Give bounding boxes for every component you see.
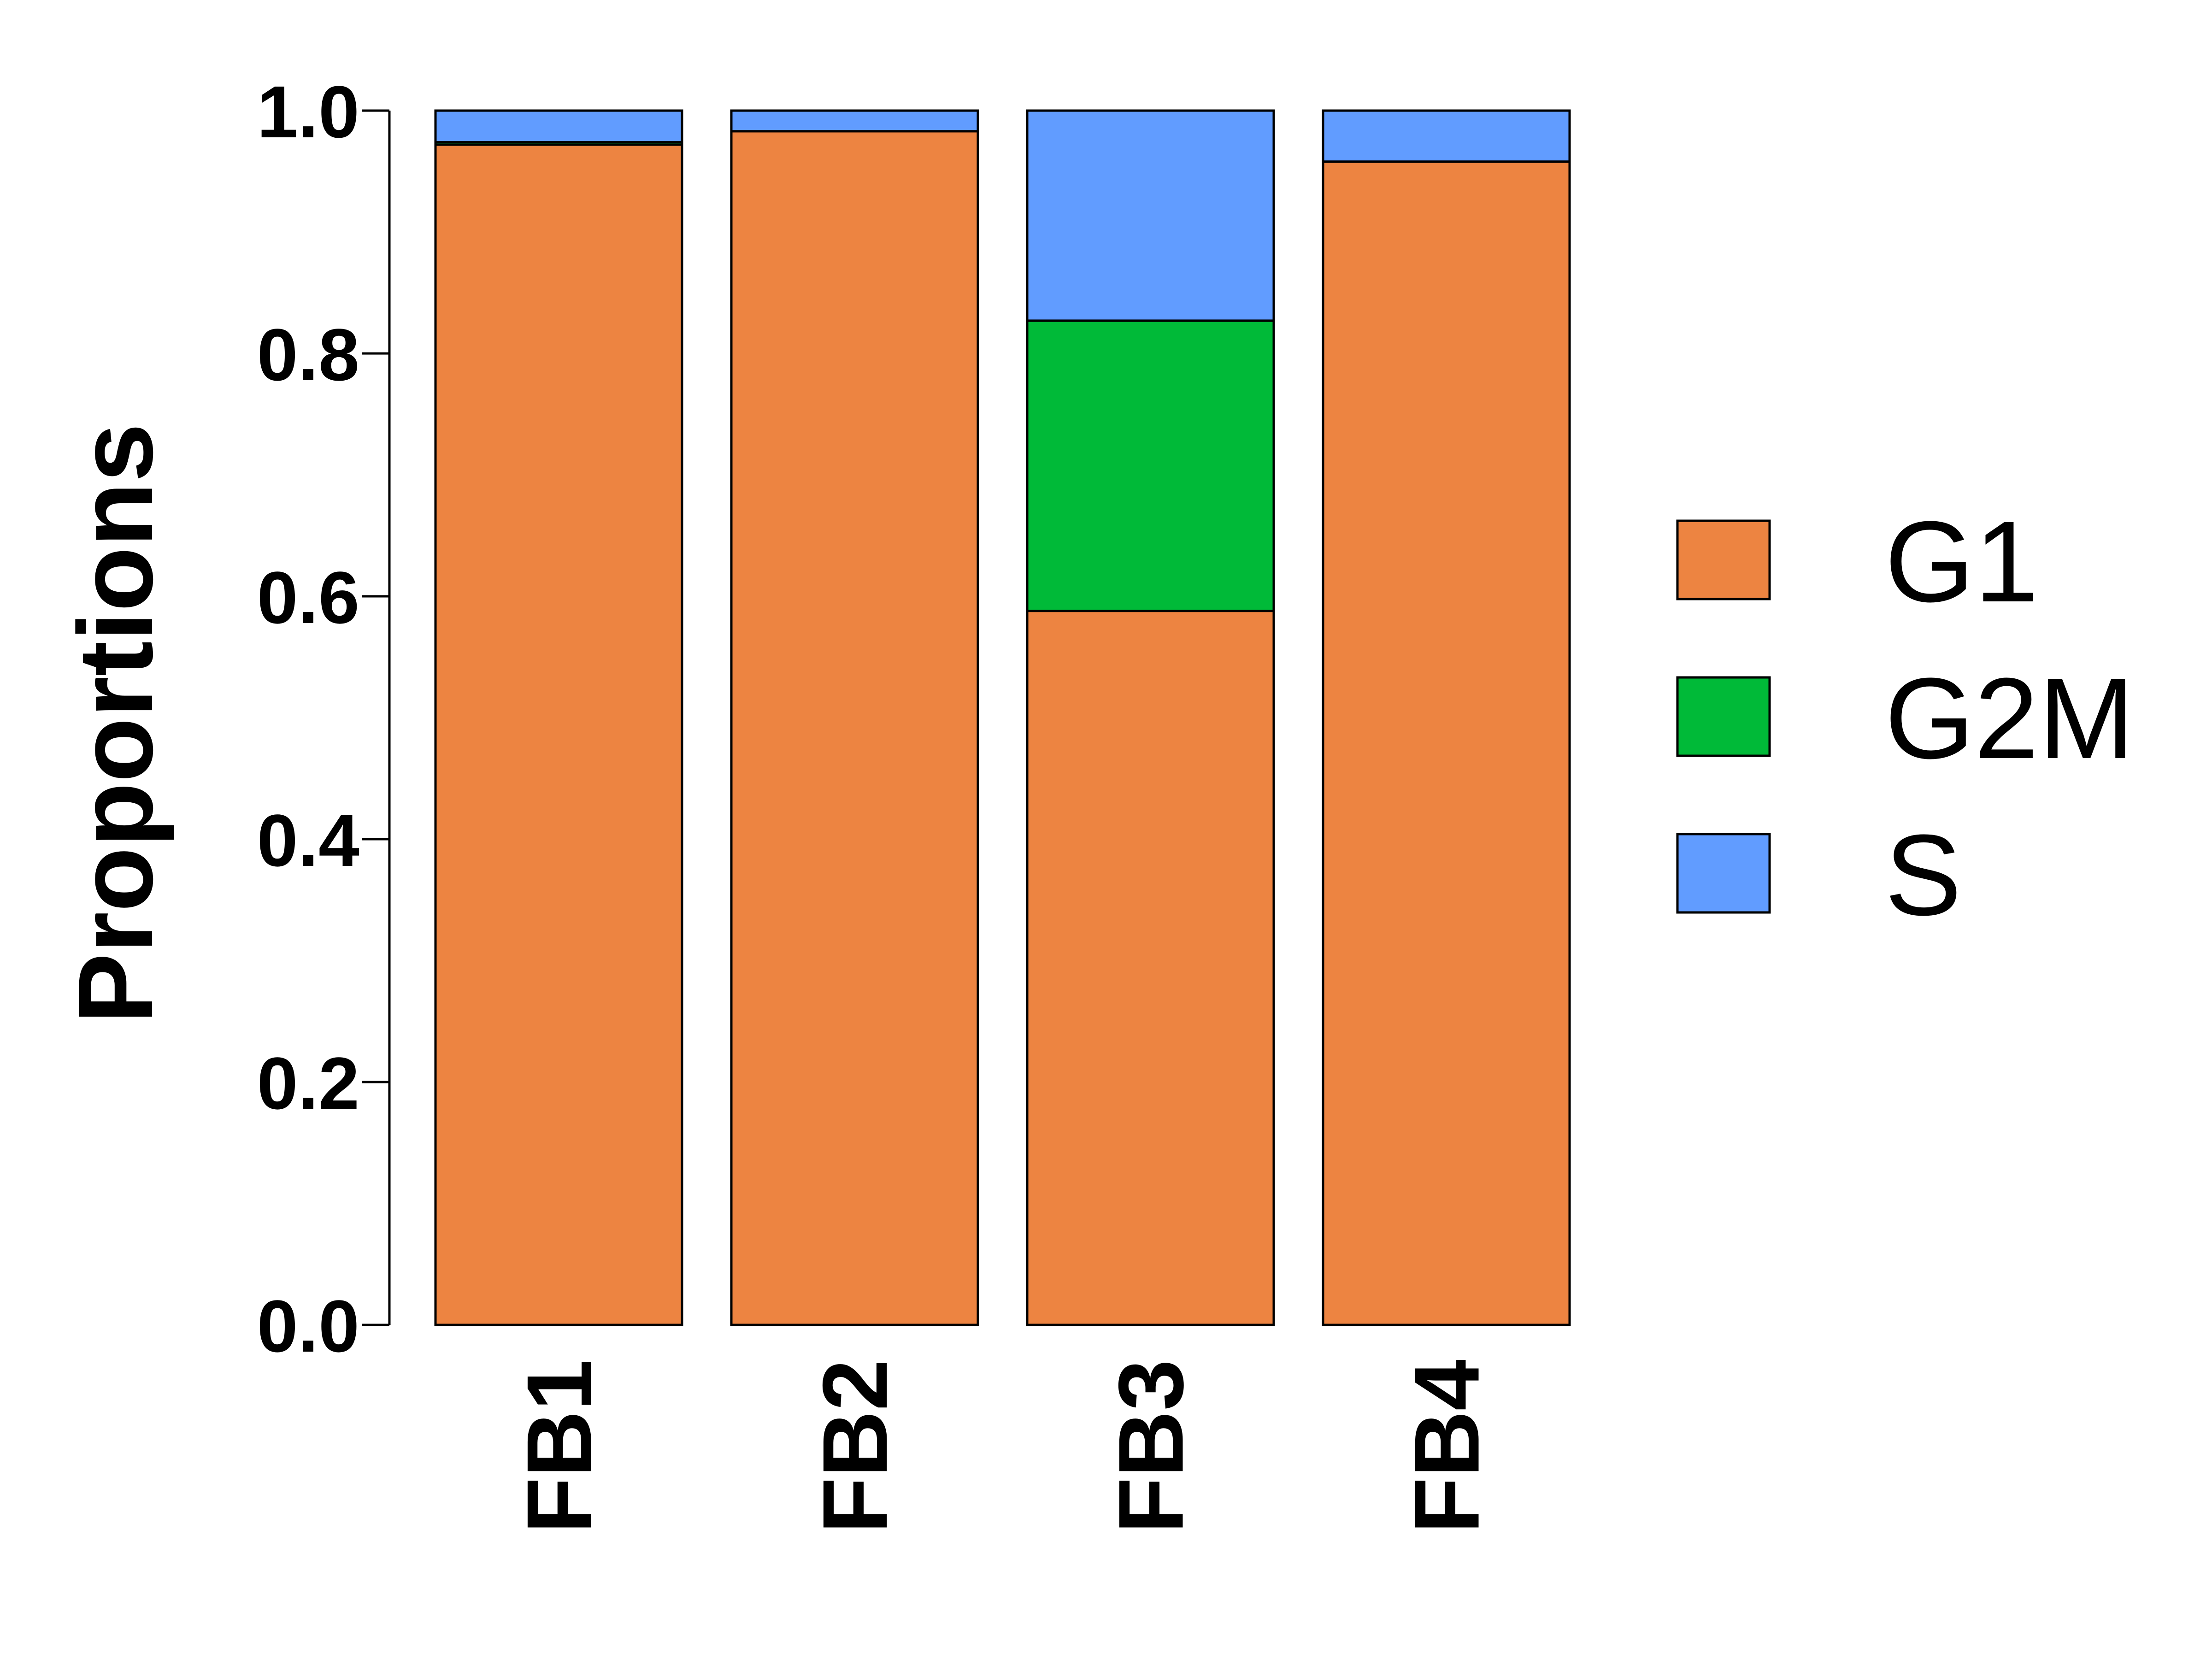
y-tick-label: 0.4 bbox=[257, 799, 359, 882]
bars bbox=[434, 109, 1571, 1326]
bar-segment-fb3-s bbox=[1026, 109, 1275, 322]
y-tick-label: 0.2 bbox=[257, 1042, 359, 1124]
y-tick-label: 0.8 bbox=[257, 313, 359, 396]
legend-swatch-s bbox=[1676, 833, 1771, 914]
legend-label-s: S bbox=[1885, 811, 1962, 939]
x-tick-label: FB2 bbox=[804, 1359, 907, 1534]
legend-swatch-g2m bbox=[1676, 676, 1771, 757]
y-axis-title: Proportions bbox=[56, 423, 175, 1024]
legend-label-g1: G1 bbox=[1885, 497, 2039, 626]
x-tick-label: FB4 bbox=[1396, 1359, 1499, 1534]
legend-swatch-g1 bbox=[1676, 519, 1771, 600]
x-axis: FB1 FB2 FB3 FB4 bbox=[508, 1359, 1499, 1534]
legend-label-g2m: G2M bbox=[1885, 654, 2135, 782]
x-tick-label: FB1 bbox=[508, 1359, 611, 1534]
bar-segment-fb2-s bbox=[730, 109, 979, 133]
y-tick-label: 0.0 bbox=[257, 1285, 359, 1367]
bar-segment-fb4-s bbox=[1322, 109, 1571, 163]
bar-segment-fb3-g2m bbox=[1026, 319, 1275, 612]
bar-segment-fb3-g1 bbox=[1026, 610, 1275, 1326]
bar-segment-fb1-s bbox=[434, 109, 683, 144]
y-tick-label: 0.6 bbox=[257, 556, 359, 639]
y-axis: 0.0 0.2 0.4 0.6 0.8 1.0 bbox=[257, 71, 391, 1367]
bar-segment-fb2-g1 bbox=[730, 130, 979, 1326]
y-tick-label: 1.0 bbox=[257, 71, 359, 153]
bar-segment-fb4-g1 bbox=[1322, 160, 1571, 1326]
x-tick-label: FB3 bbox=[1100, 1359, 1203, 1534]
legend: G1 G2M S bbox=[1676, 497, 2135, 939]
bar-segment-fb1-g1 bbox=[434, 143, 683, 1326]
